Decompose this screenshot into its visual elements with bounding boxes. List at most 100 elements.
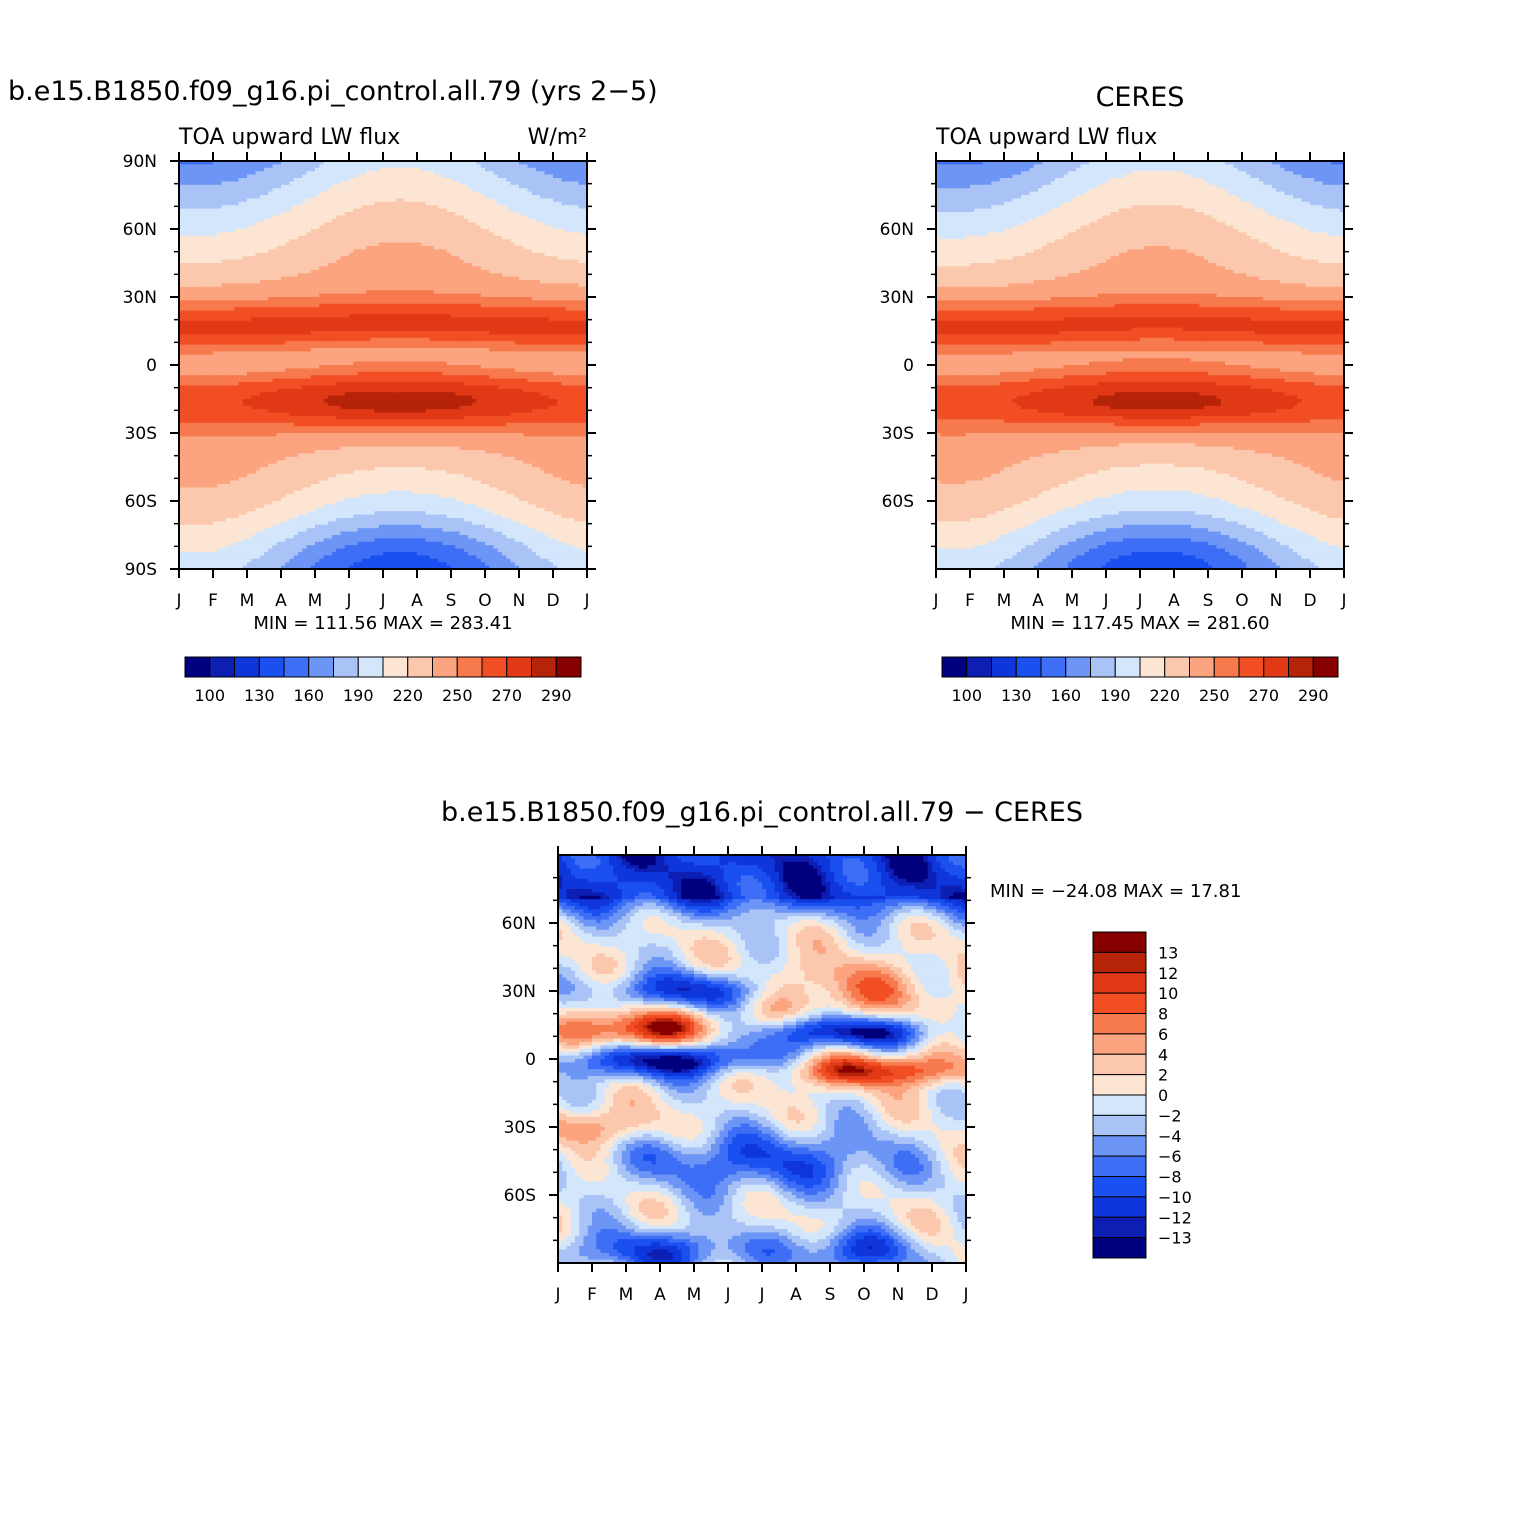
contour-cell xyxy=(327,208,333,213)
contour-cell xyxy=(349,246,354,250)
contour-cell xyxy=(523,225,529,230)
contour-cell xyxy=(404,317,410,322)
contour-cell xyxy=(387,259,393,264)
contour-cell xyxy=(310,239,316,244)
contour-cell xyxy=(391,286,397,291)
contour-cell xyxy=(459,320,465,325)
contour-cell xyxy=(557,242,563,247)
contour-cell xyxy=(230,188,235,193)
contour-cell xyxy=(531,303,537,308)
contour-cell xyxy=(204,327,210,332)
contour-cell xyxy=(204,266,210,271)
contour-cell xyxy=(234,198,240,203)
contour-cell xyxy=(191,297,197,301)
contour-cell xyxy=(523,212,529,216)
contour-cell xyxy=(191,191,197,196)
contour-cell xyxy=(183,218,189,223)
contour-cell xyxy=(378,320,384,325)
contour-cell xyxy=(268,167,274,172)
contour-cell xyxy=(387,171,393,176)
contour-cell xyxy=(553,273,558,278)
contour-cell xyxy=(502,324,507,329)
contour-cell xyxy=(238,242,244,247)
contour-cell xyxy=(349,327,354,332)
contour-cell xyxy=(400,232,405,237)
contour-cell xyxy=(357,171,363,176)
contour-cell xyxy=(251,320,257,325)
contour-cell xyxy=(574,286,580,291)
contour-cell xyxy=(578,191,584,196)
contour-cell xyxy=(327,201,333,206)
contour-cell xyxy=(404,324,410,329)
contour-cell xyxy=(395,297,401,301)
contour-cell xyxy=(404,235,410,240)
contour-cell xyxy=(259,324,265,329)
contour-cell xyxy=(578,303,584,308)
contour-cell xyxy=(476,331,482,335)
contour-cell xyxy=(208,235,214,240)
contour-cell xyxy=(565,307,571,312)
contour-cell xyxy=(306,222,312,227)
contour-cell xyxy=(442,252,448,257)
contour-cell xyxy=(387,314,393,318)
contour-cell xyxy=(221,171,227,176)
model-panel: b.e15.B1850.f09_g16.pi_control.all.79 (y… xyxy=(8,76,658,705)
contour-cell xyxy=(242,225,248,230)
contour-cell xyxy=(323,164,329,169)
contour-cell xyxy=(238,232,244,237)
contour-cell xyxy=(412,164,418,169)
contour-cell xyxy=(506,178,512,182)
contour-cell xyxy=(187,195,193,199)
contour-cell xyxy=(306,188,312,193)
contour-cell xyxy=(200,249,206,254)
contour-cell xyxy=(570,331,575,335)
contour-cell xyxy=(370,310,376,315)
contour-cell xyxy=(353,256,359,261)
contour-cell xyxy=(234,184,240,189)
contour-cell xyxy=(268,181,274,186)
contour-cell xyxy=(259,232,265,237)
contour-cell xyxy=(366,246,371,250)
contour-cell xyxy=(421,178,427,182)
contour-cell xyxy=(544,327,550,332)
contour-cell xyxy=(561,307,567,312)
contour-cell xyxy=(578,280,584,284)
contour-cell xyxy=(306,331,312,335)
contour-cell xyxy=(204,273,210,278)
contour-cell xyxy=(298,320,303,325)
contour-cell xyxy=(230,235,235,240)
contour-cell xyxy=(208,232,214,237)
contour-cell xyxy=(315,201,320,206)
contour-cell xyxy=(497,167,503,172)
contour-cell xyxy=(485,178,490,182)
contour-cell xyxy=(319,178,325,182)
contour-cell xyxy=(425,297,431,301)
contour-cell xyxy=(208,259,214,264)
contour-cell xyxy=(217,327,223,332)
contour-cell xyxy=(242,286,248,291)
contour-cell xyxy=(293,327,299,332)
contour-cell xyxy=(238,266,244,271)
contour-cell xyxy=(387,161,393,165)
contour-cell xyxy=(179,303,184,308)
contour-cell xyxy=(557,273,563,278)
contour-cell xyxy=(519,239,524,244)
contour-cell xyxy=(565,303,571,308)
contour-cell xyxy=(302,320,308,325)
contour-cell xyxy=(281,256,286,261)
contour-cell xyxy=(191,164,197,169)
contour-cell xyxy=(404,286,410,291)
contour-cell xyxy=(357,276,363,281)
contour-cell xyxy=(387,293,393,298)
contour-cell xyxy=(187,164,193,169)
contour-cell xyxy=(459,314,465,318)
contour-cell xyxy=(323,225,329,230)
contour-cell xyxy=(455,266,461,271)
contour-cell xyxy=(238,167,244,172)
contour-cell xyxy=(485,320,490,325)
contour-cell xyxy=(285,280,291,284)
contour-cell xyxy=(391,300,397,305)
contour-cell xyxy=(429,297,435,301)
contour-cell xyxy=(514,324,520,329)
contour-cell xyxy=(548,229,554,233)
